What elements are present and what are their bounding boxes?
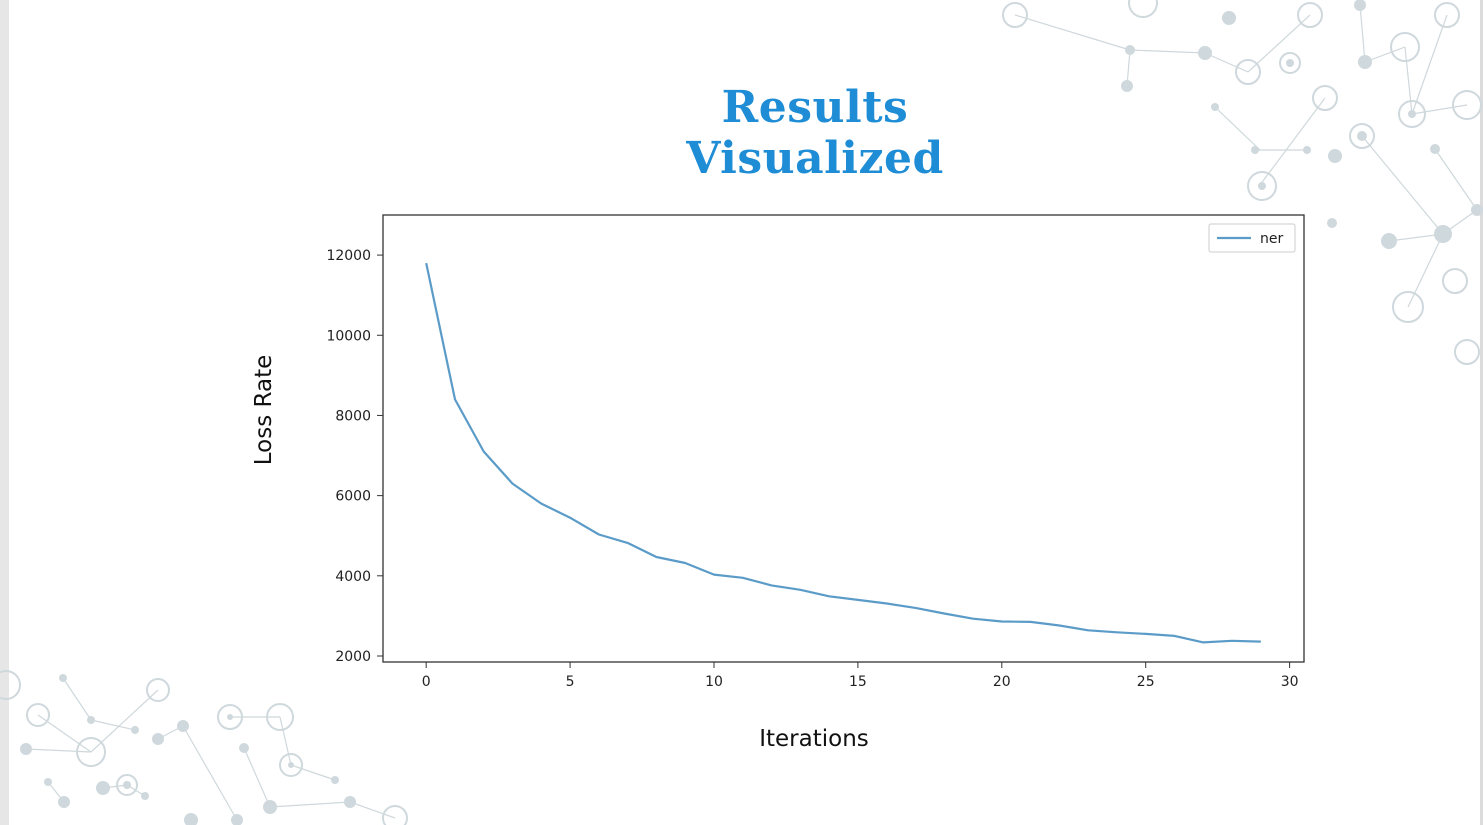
x-tick-label: 25: [1137, 674, 1155, 690]
x-tick-label: 10: [705, 674, 723, 690]
x-tick-label: 20: [993, 674, 1011, 690]
y-tick-label: 6000: [335, 489, 371, 505]
y-tick-label: 12000: [326, 248, 371, 264]
x-axis-label: Iterations: [759, 726, 869, 752]
right-edge-strip: [1480, 0, 1483, 825]
plot-frame: [382, 214, 1305, 663]
y-tick-label: 2000: [335, 649, 371, 665]
legend: ner: [1208, 223, 1296, 253]
loss-chart: 0 5 10 15 20 25 30 20004000600080001000012000 …: [326, 214, 1305, 690]
x-tick-label: 30: [1281, 674, 1299, 690]
x-tick-label: 0: [422, 674, 431, 690]
y-tick-label: 10000: [326, 328, 371, 344]
legend-label: ner: [1260, 231, 1283, 247]
x-axis-ticks: 0 5 10 15 20 25 30: [422, 662, 1299, 690]
y-tick-label: 8000: [335, 408, 371, 424]
x-tick-label: 5: [566, 674, 575, 690]
page-title: Results Visualized: [686, 82, 944, 184]
series-line-ner: [425, 262, 1261, 644]
legend-box: [1208, 223, 1296, 253]
y-axis-ticks: 2000 4000 6000 8000 10000 12000: [326, 248, 383, 665]
left-edge-strip: [0, 0, 9, 825]
y-tick-label: 4000: [335, 569, 371, 585]
y-axis-label: Loss Rate: [251, 354, 277, 466]
x-tick-label: 15: [849, 674, 867, 690]
